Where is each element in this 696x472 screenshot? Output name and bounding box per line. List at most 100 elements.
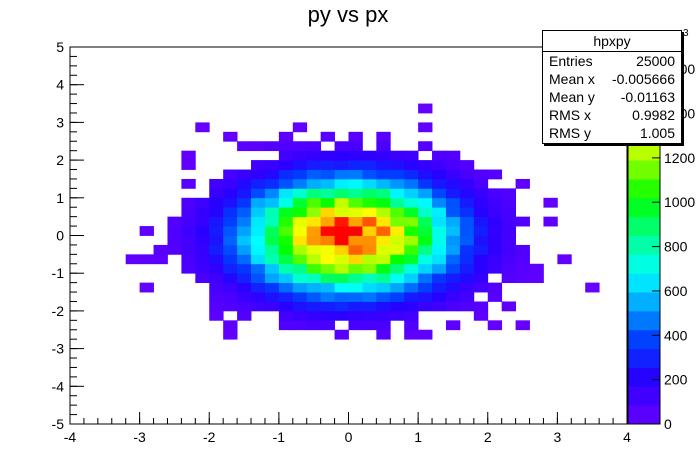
heatmap-cell — [251, 254, 266, 265]
heatmap-cell — [432, 254, 447, 265]
heatmap-cell — [306, 301, 322, 312]
y-tick-label: 4 — [56, 77, 64, 93]
heatmap-cell — [515, 244, 530, 255]
heatmap-cell — [376, 207, 391, 218]
heatmap-cell — [320, 188, 335, 199]
heatmap-cell — [237, 141, 252, 152]
heatmap-cell — [223, 282, 238, 293]
heatmap-cell — [209, 188, 224, 199]
heatmap-cell — [404, 282, 419, 293]
heatmap-cell — [181, 244, 196, 255]
heatmap-cell — [432, 282, 447, 293]
heatmap-cell — [320, 235, 335, 246]
heatmap-cell — [181, 235, 196, 246]
heatmap-cell — [418, 188, 433, 199]
heatmap-cell — [418, 282, 433, 293]
heatmap-cell — [334, 188, 349, 199]
stats-row-mean-x: Mean x -0.005666 — [543, 70, 681, 88]
heatmap-cells — [125, 103, 600, 340]
heatmap-cell — [278, 226, 294, 236]
heatmap-cell — [459, 160, 475, 170]
heatmap-cell — [334, 273, 349, 284]
heatmap-cell — [334, 235, 349, 246]
heatmap-cell — [237, 273, 252, 284]
heatmap-cell — [348, 301, 363, 312]
heatmap-cell — [362, 216, 377, 227]
heatmap-cell — [237, 310, 252, 321]
heatmap-cell — [418, 226, 433, 236]
heatmap-cell — [264, 216, 280, 227]
heatmap-cell — [209, 273, 224, 284]
heatmap-cell — [348, 235, 363, 246]
heatmap-cell — [348, 150, 363, 161]
heatmap-cell — [376, 310, 391, 321]
heatmap-cell — [376, 263, 391, 274]
heatmap-cell — [223, 301, 238, 312]
heatmap-cell — [195, 244, 210, 255]
heatmap-cell — [278, 263, 294, 274]
heatmap-cell — [251, 141, 266, 152]
stats-label: Mean y — [549, 89, 595, 105]
heatmap-cell — [292, 263, 308, 274]
heatmap-cell — [139, 226, 154, 236]
heatmap-cell — [223, 169, 238, 180]
heatmap-cell — [251, 282, 266, 293]
heatmap-cell — [306, 263, 322, 274]
heatmap-cell — [320, 226, 335, 236]
heatmap-cell — [306, 160, 322, 170]
heatmap-cell — [292, 226, 308, 236]
heatmap-cell — [334, 207, 349, 218]
heatmap-cell — [348, 216, 363, 227]
heatmap-cell — [278, 292, 294, 302]
heatmap-cell — [404, 292, 419, 302]
heatmap-cell — [237, 216, 252, 227]
heatmap-cell — [264, 292, 280, 302]
heatmap-cell — [557, 254, 572, 265]
heatmap-cell — [237, 235, 252, 246]
heatmap-cell — [306, 207, 322, 218]
stats-value: 1.005 — [639, 125, 675, 141]
heatmap-cell — [390, 160, 405, 170]
heatmap-cell — [404, 310, 419, 321]
heatmap-cell — [432, 178, 447, 189]
x-axis: -4 -3 -2 -1 0 1 2 3 4 — [64, 412, 631, 445]
heatmap-cell — [334, 282, 349, 293]
heatmap-cell — [362, 263, 377, 274]
heatmap-cell — [390, 254, 405, 265]
heatmap-cell — [515, 263, 530, 274]
heatmap-cell — [278, 320, 294, 331]
colorbar-swatch — [628, 197, 660, 218]
heatmap-cell — [390, 226, 405, 236]
heatmap-cell — [376, 226, 391, 236]
heatmap-cell — [459, 244, 475, 255]
heatmap-cell — [237, 178, 252, 189]
heatmap-cell — [209, 254, 224, 265]
heatmap-cell — [473, 282, 489, 293]
heatmap-cell — [501, 216, 516, 227]
heatmap-cell — [223, 263, 238, 274]
colorbar-swatch — [628, 386, 660, 406]
heatmap-cell — [473, 310, 489, 321]
heatmap-cell — [432, 301, 447, 312]
colorbar-swatch — [628, 141, 660, 161]
heatmap-cell — [334, 160, 349, 170]
heatmap-cell — [181, 254, 196, 265]
heatmap-cell — [501, 188, 516, 199]
heatmap-cell — [376, 150, 391, 161]
heatmap-cell — [432, 188, 447, 199]
heatmap-cell — [223, 207, 238, 218]
heatmap-cell — [376, 329, 391, 340]
heatmap-cell — [292, 150, 308, 161]
heatmap-cell — [320, 197, 335, 208]
heatmap-cell — [390, 169, 405, 180]
heatmap-cell — [264, 169, 280, 180]
heatmap-cell — [529, 263, 544, 274]
heatmap-cell — [251, 188, 266, 199]
heatmap-cell — [404, 320, 419, 331]
heatmap-cell — [432, 273, 447, 284]
heatmap-cell — [223, 235, 238, 246]
x-tick-label: 0 — [345, 429, 353, 445]
colorbar-swatch — [628, 367, 660, 387]
heatmap-cell — [292, 310, 308, 321]
heatmap-cell — [292, 301, 308, 312]
